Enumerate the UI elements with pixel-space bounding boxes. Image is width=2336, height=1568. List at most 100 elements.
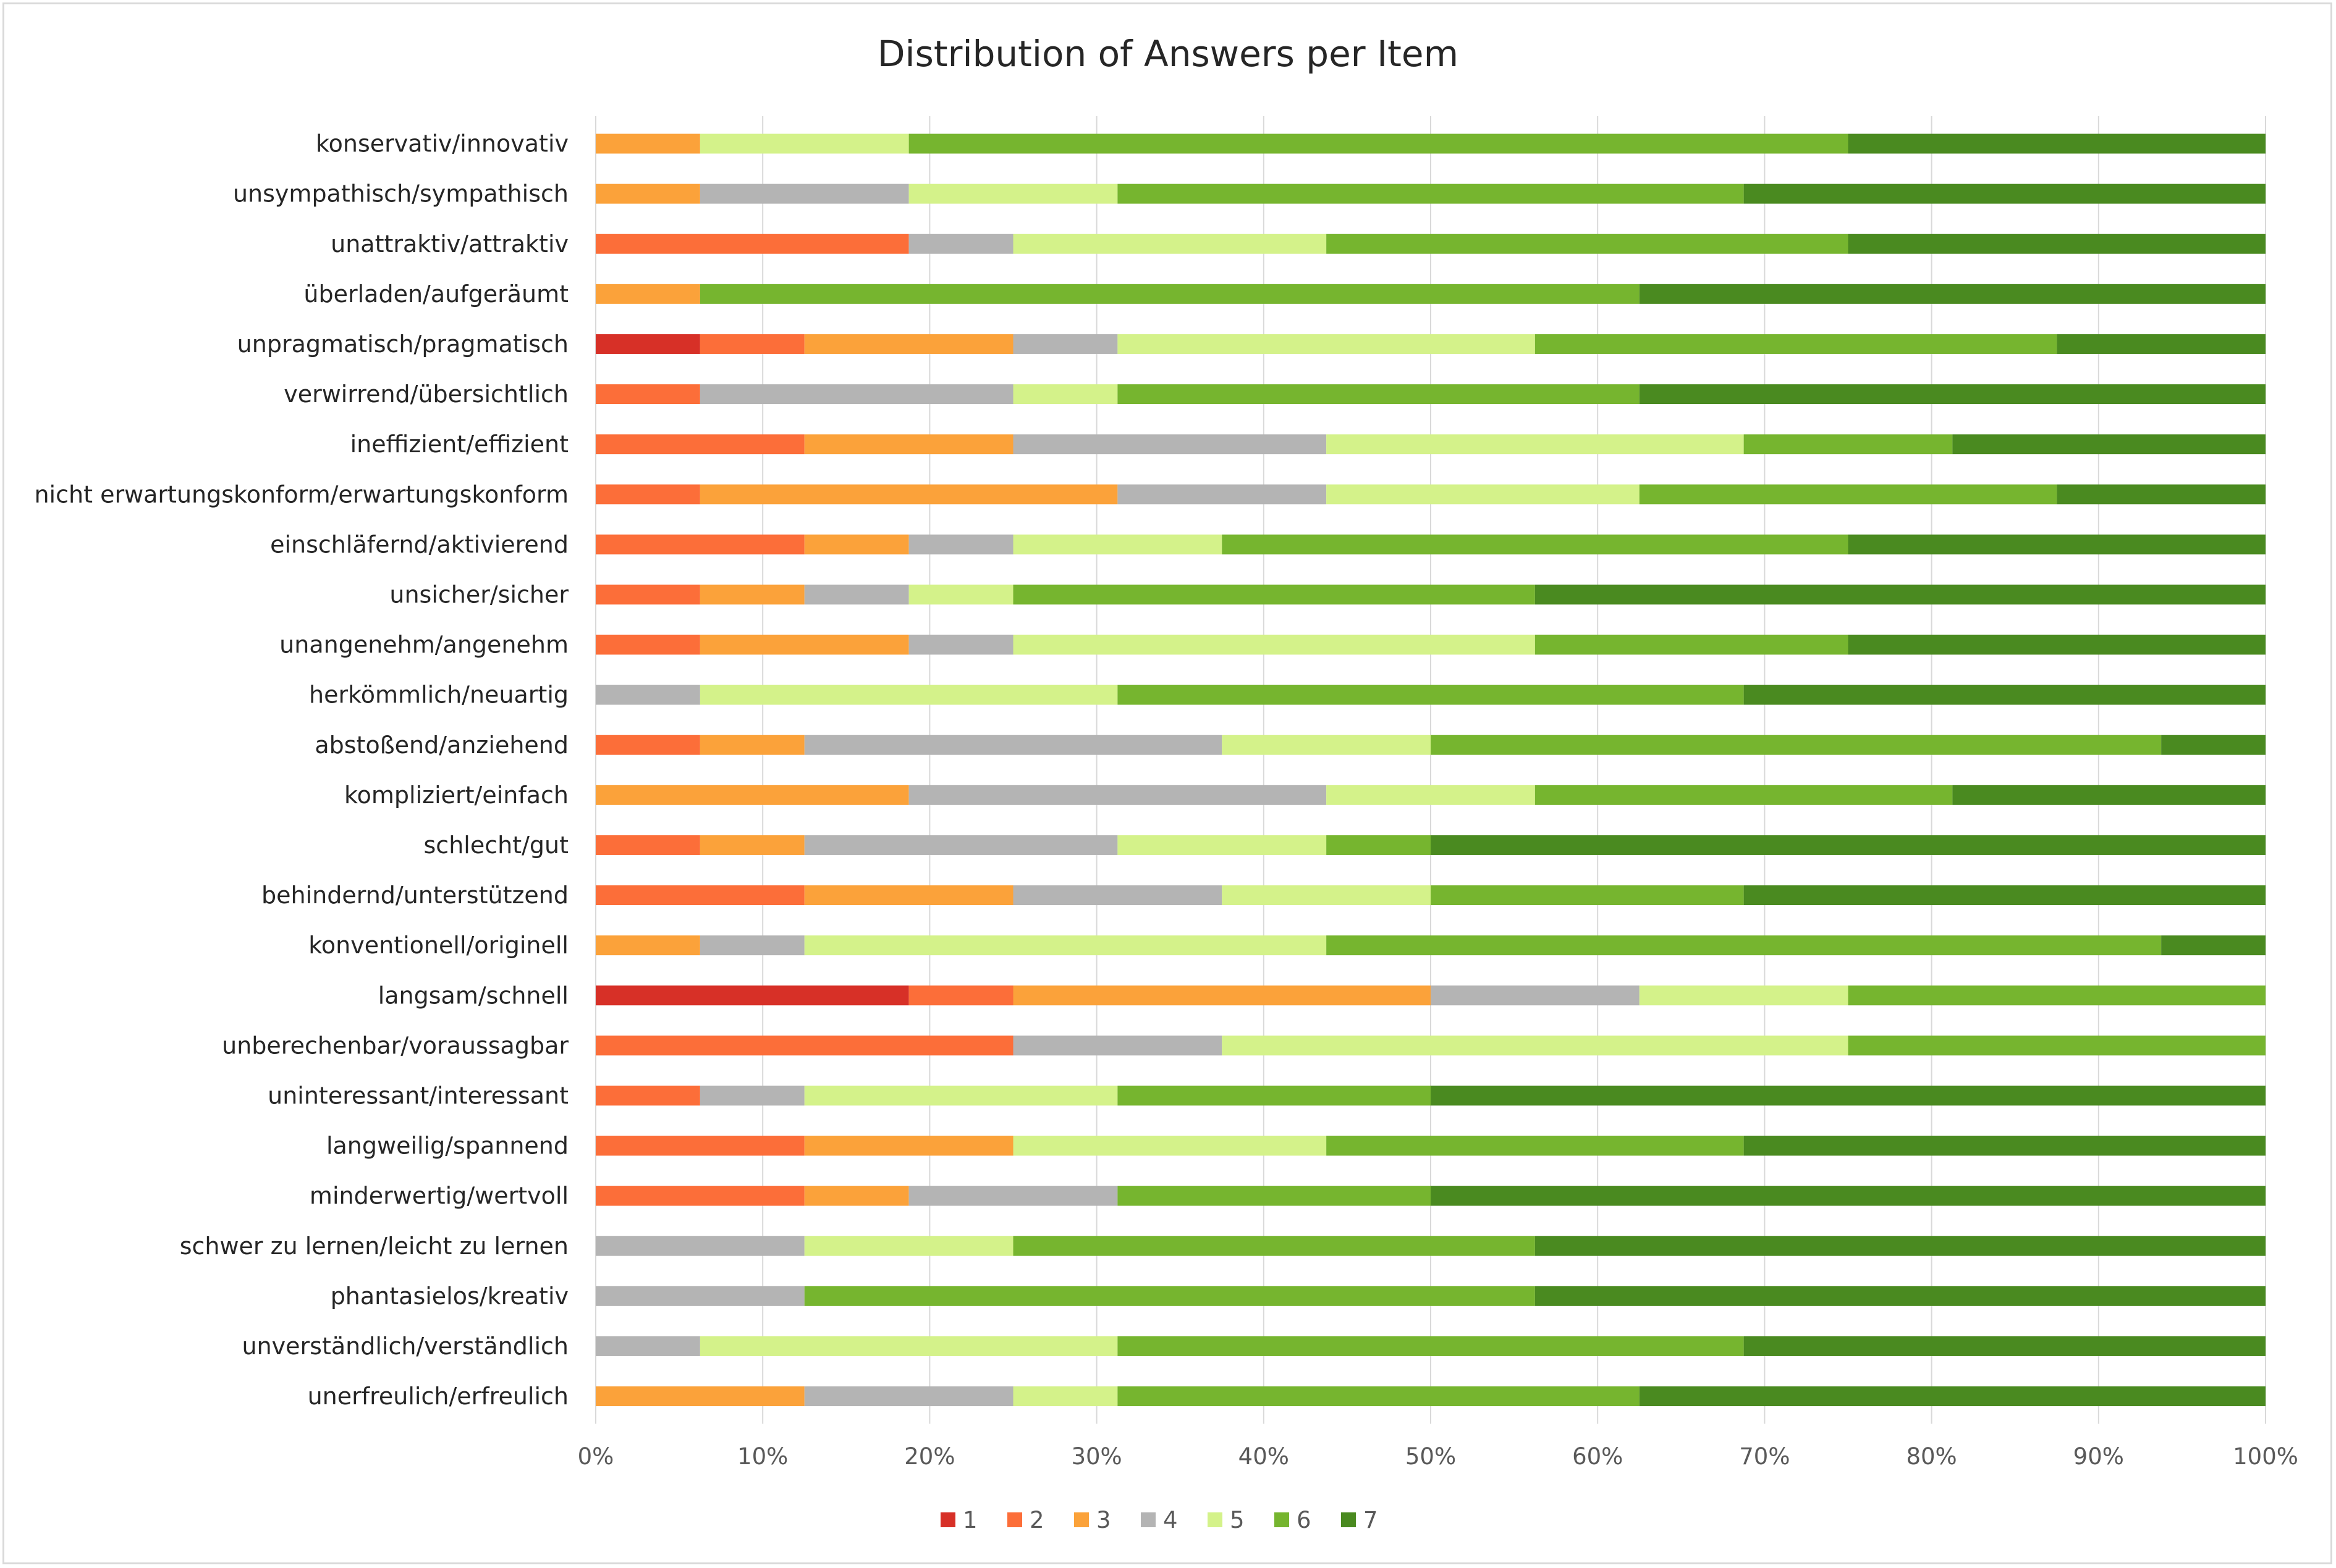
category-label: unpragmatisch/pragmatisch <box>237 331 569 358</box>
bar-segment <box>2161 735 2266 755</box>
bar-segment <box>1534 785 1953 805</box>
bar-segment <box>804 1386 1014 1407</box>
bar-segment <box>1639 1386 2266 1407</box>
bar-segment <box>1013 334 1118 354</box>
legend-swatch <box>1007 1512 1022 1527</box>
bar-segment <box>1013 584 1535 605</box>
bar-segment <box>1431 885 1744 906</box>
bar-segment <box>1431 1186 2266 1206</box>
bar-segment <box>700 1336 1118 1356</box>
category-label: unsympathisch/sympathisch <box>233 180 569 208</box>
bar-segment <box>700 685 1118 705</box>
bar-segment <box>596 935 700 956</box>
bar-segment <box>596 434 805 455</box>
bar-segment <box>1013 634 1535 655</box>
bar-segment <box>2057 334 2266 354</box>
bar-segment <box>1534 584 2266 605</box>
legend-swatch <box>1274 1512 1289 1527</box>
bar-segment <box>804 735 1222 755</box>
bar-segment <box>596 1085 700 1106</box>
bar-segment <box>596 885 805 906</box>
x-tick-label: 50% <box>1405 1443 1456 1470</box>
bar-segment <box>1117 384 1640 405</box>
bar-segment <box>1743 1336 2266 1356</box>
bar-segment <box>804 1136 1014 1156</box>
bar-segment <box>1534 634 1848 655</box>
bar-segment <box>804 885 1014 906</box>
bar-segment <box>804 434 1014 455</box>
bar-segment <box>700 384 1014 405</box>
bar-segment <box>1013 885 1222 906</box>
bar-segment <box>1117 183 1744 204</box>
bar-segment <box>1534 1236 2266 1256</box>
bar-segment <box>1222 1035 1848 1056</box>
bar-segment <box>1431 735 2162 755</box>
bar-segment <box>1431 985 1640 1006</box>
bar-segment <box>1952 434 2266 455</box>
legend: 1 2 3 4 5 6 7 <box>941 1507 1378 1533</box>
legend-label: 5 <box>1230 1507 1245 1533</box>
category-label: konventionell/originell <box>308 932 569 959</box>
bar-segment <box>1639 384 2266 405</box>
category-label: unverständlich/verständlich <box>242 1333 569 1360</box>
bar-segment <box>596 484 700 505</box>
bar-segment <box>1952 785 2266 805</box>
legend-label: 2 <box>1030 1507 1044 1533</box>
category-label: herkömmlich/neuartig <box>309 681 569 709</box>
bar-segment <box>596 1236 805 1256</box>
category-label: abstoßend/anziehend <box>315 731 569 759</box>
category-label: langsam/schnell <box>378 982 569 1009</box>
bar-segment <box>1013 1236 1535 1256</box>
bar-segment <box>700 935 805 956</box>
category-label: unsicher/sicher <box>389 581 569 608</box>
category-label: kompliziert/einfach <box>344 782 569 809</box>
bar-segment <box>1222 885 1431 906</box>
category-label: schwer zu lernen/leicht zu lernen <box>180 1233 569 1260</box>
bar-segment <box>1117 835 1327 855</box>
bar-segment <box>1117 1386 1640 1407</box>
bar-segment <box>1326 1136 1744 1156</box>
legend-label: 1 <box>963 1507 978 1533</box>
bar-segment <box>1743 685 2266 705</box>
bar-segment <box>596 685 700 705</box>
bar-segment <box>1848 534 2266 555</box>
bar-segment <box>1117 484 1327 505</box>
x-tick-label: 20% <box>904 1443 955 1470</box>
bar-segment <box>1326 434 1744 455</box>
bar-segment <box>1117 334 1535 354</box>
x-tick-label: 0% <box>578 1443 614 1470</box>
bar-segment <box>804 584 909 605</box>
bar-segment <box>1326 785 1535 805</box>
category-label: einschläfernd/aktivierend <box>270 531 569 558</box>
bar-segment <box>700 334 805 354</box>
x-tick-label: 100% <box>2233 1443 2298 1470</box>
bar-segment <box>1848 234 2266 254</box>
bar-segment <box>908 183 1118 204</box>
bar-segment <box>596 1386 805 1407</box>
category-label: konservativ/innovativ <box>316 130 569 158</box>
bar-segment <box>596 835 700 855</box>
bar-segment <box>700 835 805 855</box>
bar-segment <box>908 234 1014 254</box>
bar-segment <box>1013 534 1222 555</box>
category-label: verwirrend/übersichtlich <box>284 381 569 408</box>
bar-segment <box>1431 1085 2266 1106</box>
bar-segment <box>2057 484 2266 505</box>
legend-swatch <box>1208 1512 1222 1527</box>
bar-segment <box>908 985 1014 1006</box>
bar-segment <box>1013 1386 1118 1407</box>
bar-segment <box>1848 985 2266 1006</box>
bars <box>596 133 2266 1407</box>
category-label: phantasielos/kreativ <box>331 1283 569 1310</box>
bar-segment <box>1013 1035 1222 1056</box>
bar-segment <box>700 735 805 755</box>
bar-segment <box>804 835 1118 855</box>
gridlines <box>595 116 2266 1424</box>
legend-label: 3 <box>1096 1507 1111 1533</box>
bar-segment <box>804 1286 1535 1306</box>
bar-segment <box>1013 234 1327 254</box>
legend-label: 4 <box>1163 1507 1178 1533</box>
bar-segment <box>596 985 909 1006</box>
category-label: minderwertig/wertvoll <box>310 1182 569 1210</box>
bar-segment <box>596 1035 1014 1056</box>
